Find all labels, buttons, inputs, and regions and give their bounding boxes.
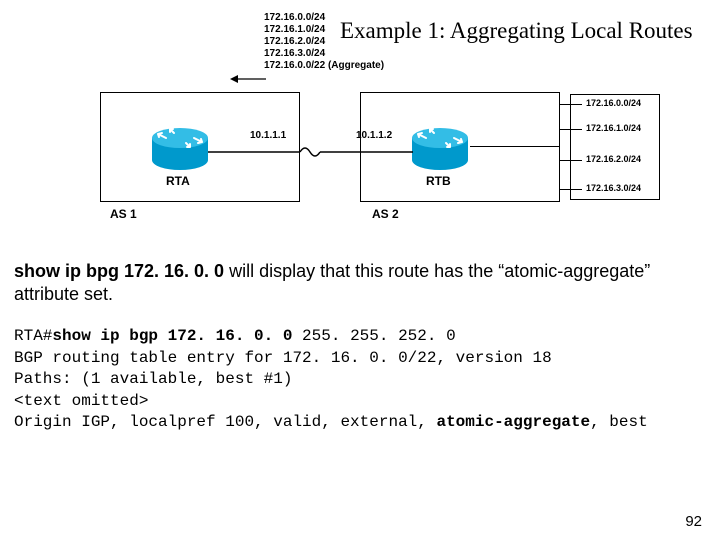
description-text: show ip bpg 172. 16. 0. 0 will display t… (14, 260, 714, 305)
cli-line: <text omitted> (14, 391, 714, 413)
aggregate-arrow-icon (230, 75, 266, 83)
router-rta-icon (150, 124, 210, 172)
lan-route-stub (560, 160, 582, 161)
as2-label: AS 2 (372, 207, 399, 221)
cli-line: RTA#show ip bgp 172. 16. 0. 0 255. 255. … (14, 326, 714, 348)
lan-route-stub (560, 129, 582, 130)
route-entry: 172.16.2.0/24 (264, 36, 384, 48)
as1-label: AS 1 (110, 207, 137, 221)
rta-label: RTA (166, 174, 190, 188)
wan-link-icon (208, 144, 413, 160)
cli-line: Paths: (1 available, best #1) (14, 369, 714, 391)
lan-route-label: 172.16.3.0/24 (586, 183, 641, 193)
cli-line: BGP routing table entry for 172. 16. 0. … (14, 348, 714, 370)
link-ip-rta: 10.1.1.1 (250, 130, 286, 141)
page-number: 92 (685, 513, 702, 530)
router-rtb-icon (410, 124, 470, 172)
rtb-label: RTB (426, 174, 451, 188)
cli-line: Origin IGP, localpref 100, valid, extern… (14, 412, 714, 434)
aggregate-route: 172.16.0.0/22 (Aggregate) (264, 60, 384, 72)
cli-output: RTA#show ip bgp 172. 16. 0. 0 255. 255. … (14, 326, 714, 434)
lan-route-label: 172.16.2.0/24 (586, 154, 641, 164)
network-diagram: 172.16.0.0/24 172.16.1.0/24 172.16.2.0/2… (100, 12, 660, 212)
slide-page: Example 1: Aggregating Local Routes 172.… (0, 0, 720, 540)
advertised-routes-list: 172.16.0.0/24 172.16.1.0/24 172.16.2.0/2… (264, 12, 384, 72)
route-entry: 172.16.3.0/24 (264, 48, 384, 60)
link-ip-rtb: 10.1.1.2 (356, 130, 392, 141)
cli-command-inline: show ip bpg 172. 16. 0. 0 (14, 261, 224, 281)
lan-route-label: 172.16.0.0/24 (586, 98, 641, 108)
route-entry: 172.16.1.0/24 (264, 24, 384, 36)
lan-route-stub (560, 189, 582, 190)
lan-route-stub (560, 104, 582, 105)
rtb-lan-wire (470, 146, 560, 147)
lan-route-label: 172.16.1.0/24 (586, 123, 641, 133)
route-entry: 172.16.0.0/24 (264, 12, 384, 24)
